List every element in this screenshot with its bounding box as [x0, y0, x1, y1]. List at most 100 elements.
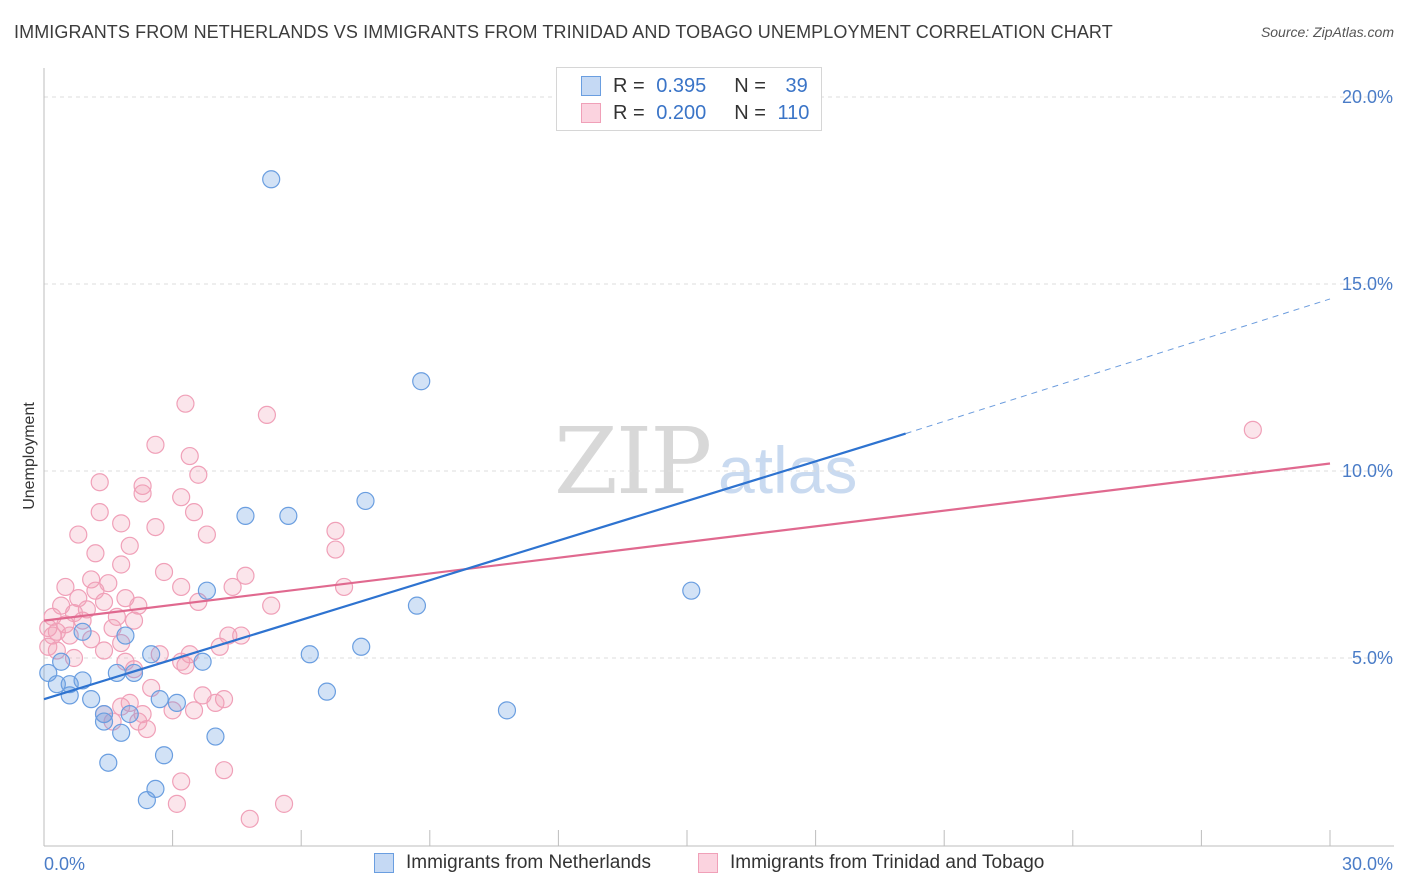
data-point-netherlands: [352, 637, 371, 656]
trend-line-netherlands-extension: [905, 298, 1331, 435]
data-point-trinidad: [184, 503, 204, 522]
data-point-netherlands: [94, 704, 114, 724]
data-point-trinidad: [56, 577, 75, 597]
data-point-trinidad: [257, 405, 277, 424]
data-point-trinidad: [262, 596, 281, 615]
data-point-netherlands: [116, 626, 135, 645]
data-point-netherlands: [150, 690, 169, 709]
data-point-netherlands: [356, 491, 375, 511]
data-point-netherlands: [82, 690, 101, 709]
watermark-zip: ZIP: [554, 408, 712, 515]
data-point-netherlands: [412, 372, 431, 391]
legend-swatch-pink: [581, 103, 601, 123]
data-point-netherlands: [94, 712, 114, 731]
data-point-trinidad: [90, 503, 109, 522]
data-point-trinidad: [129, 596, 148, 615]
data-point-trinidad: [82, 570, 101, 589]
data-point-trinidad: [326, 540, 345, 559]
data-point-netherlands: [137, 791, 156, 810]
correlation-legend: R = 0.395 N = 39 R = 0.200 N = 110: [556, 67, 822, 131]
data-point-netherlands: [279, 506, 298, 525]
bottom-legend-netherlands: Immigrants from Netherlands: [374, 852, 651, 874]
data-point-trinidad: [112, 514, 131, 533]
data-point-trinidad: [167, 794, 186, 813]
y-tick-label: 15.0%: [1342, 274, 1393, 294]
data-point-trinidad: [94, 592, 114, 612]
data-point-netherlands: [47, 675, 66, 694]
data-point-netherlands: [73, 671, 92, 690]
gridlines: [43, 96, 1394, 846]
data-point-netherlands: [60, 686, 79, 705]
data-point-trinidad: [326, 521, 345, 540]
data-point-trinidad: [146, 435, 165, 454]
data-point-trinidad: [86, 544, 105, 563]
series-netherlands-points: [39, 170, 701, 810]
data-point-netherlands: [407, 596, 427, 615]
bottom-legend-trinidad: Immigrants from Trinidad and Tobago: [698, 852, 1044, 874]
data-point-trinidad: [120, 536, 139, 555]
bottom-swatch-blue: [374, 853, 394, 873]
data-point-netherlands: [262, 170, 281, 189]
legend-swatch-blue: [581, 76, 601, 96]
data-point-trinidad: [223, 577, 242, 597]
data-point-trinidad: [154, 562, 174, 582]
data-point-trinidad: [180, 446, 199, 466]
data-point-netherlands: [682, 581, 701, 600]
data-point-netherlands: [497, 701, 517, 720]
trend-line-trinidad: [43, 462, 1331, 622]
data-point-trinidad: [176, 394, 195, 413]
legend-r-value: 0.200: [656, 101, 707, 124]
legend-r-label: R =: [613, 101, 645, 124]
data-point-trinidad: [206, 693, 225, 712]
data-point-trinidad: [94, 641, 114, 660]
data-point-trinidad: [146, 517, 165, 537]
data-point-trinidad: [137, 719, 156, 739]
bottom-legend-label: Immigrants from Trinidad and Tobago: [730, 852, 1045, 873]
data-point-trinidad: [240, 809, 259, 828]
data-point-trinidad: [1243, 420, 1262, 439]
data-point-trinidad: [274, 794, 294, 813]
data-point-netherlands: [197, 581, 216, 600]
x-tick-label: 30.0%: [1342, 854, 1393, 874]
legend-n-value: 110: [777, 101, 810, 124]
source-label: Source: ZipAtlas.com: [1260, 24, 1394, 40]
x-tick-label: 0.0%: [44, 854, 85, 874]
data-point-trinidad: [176, 656, 195, 675]
data-point-trinidad: [172, 577, 191, 597]
data-point-netherlands: [99, 753, 118, 772]
data-point-netherlands: [236, 506, 255, 525]
y-tick-label: 20.0%: [1342, 87, 1393, 107]
data-point-trinidad: [172, 488, 191, 507]
data-point-netherlands: [193, 652, 212, 671]
data-point-netherlands: [142, 645, 161, 664]
data-point-trinidad: [236, 566, 255, 585]
trend-line-netherlands: [43, 432, 906, 701]
bottom-swatch-pink: [698, 853, 718, 873]
tick-labels: 5.0% 10.0% 15.0% 20.0% 0.0% 30.0%: [44, 87, 1393, 874]
legend-row-trinidad: R = 0.200 N = 110: [581, 101, 809, 125]
data-point-trinidad: [184, 701, 204, 720]
data-point-netherlands: [167, 693, 186, 712]
legend-n-label: N =: [734, 101, 766, 124]
series-trinidad-points: [39, 394, 1262, 828]
y-tick-label: 10.0%: [1342, 461, 1393, 481]
data-point-netherlands: [154, 746, 174, 765]
data-point-netherlands: [52, 652, 71, 671]
trend-lines: [43, 298, 1331, 701]
data-point-trinidad: [197, 525, 216, 544]
data-point-trinidad: [133, 484, 152, 503]
data-point-trinidad: [189, 465, 208, 484]
data-point-trinidad: [39, 618, 58, 638]
data-point-netherlands: [206, 727, 225, 746]
legend-r-value: 0.395: [656, 74, 707, 97]
bottom-legend-label: Immigrants from Netherlands: [406, 852, 651, 873]
data-point-netherlands: [112, 723, 131, 742]
legend-n-label: N =: [734, 74, 766, 97]
data-point-trinidad: [214, 761, 234, 780]
data-point-netherlands: [120, 704, 139, 724]
axes: [43, 68, 1394, 847]
data-point-trinidad: [90, 473, 109, 492]
data-point-trinidad: [69, 525, 88, 544]
data-point-trinidad: [124, 611, 144, 630]
